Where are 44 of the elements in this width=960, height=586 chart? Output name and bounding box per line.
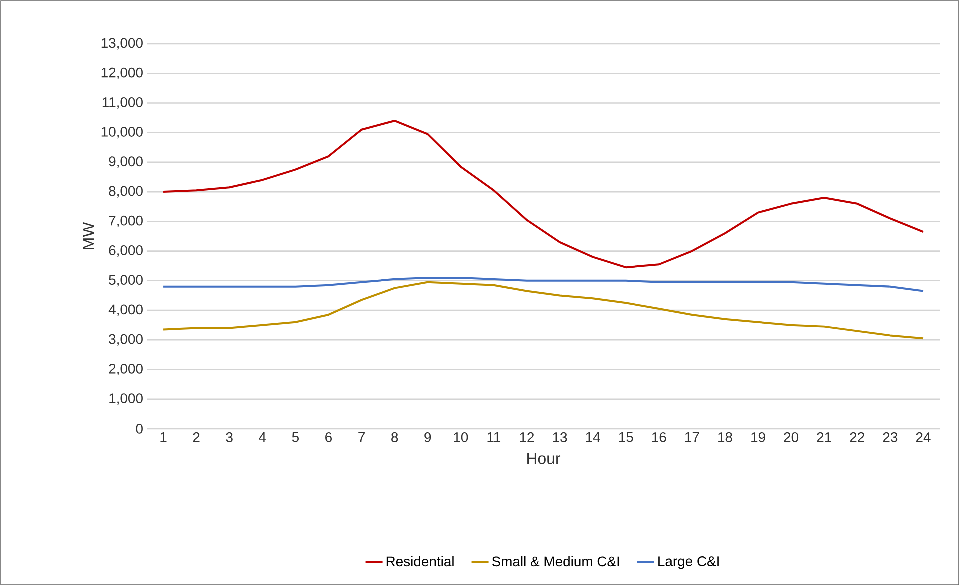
y-tick-label: 4,000 <box>108 304 143 316</box>
y-tick-label: 5,000 <box>109 275 143 287</box>
y-axis-title: MW <box>83 222 94 250</box>
y-tick-label: 3,000 <box>109 334 143 346</box>
x-tick-label: 15 <box>619 432 634 442</box>
legend-label: Large C&I <box>658 556 719 570</box>
x-tick-label: 21 <box>817 432 832 442</box>
x-tick-label: 23 <box>883 432 898 442</box>
x-tick-label: 14 <box>586 432 600 442</box>
y-tick-label: 6,000 <box>109 246 143 258</box>
y-tick-label: 9,000 <box>109 156 143 168</box>
y-tick-label: 11,000 <box>102 97 143 109</box>
y-tick-label: 12,000 <box>102 68 143 80</box>
x-tick-label: 7 <box>358 432 365 442</box>
y-tick-label: 7,000 <box>109 216 143 228</box>
x-tick-label: 16 <box>652 432 666 442</box>
legend-label: Residential <box>386 556 454 567</box>
y-tick-label: 13,000 <box>102 38 143 50</box>
x-tick-label: 19 <box>752 432 766 442</box>
x-tick-label: 6 <box>326 432 332 442</box>
y-tick-label: 2,000 <box>109 364 143 376</box>
x-tick-label: 9 <box>424 432 432 442</box>
x-tick-label: 20 <box>784 432 799 442</box>
x-tick-label: 12 <box>520 432 534 442</box>
x-tick-label: 8 <box>392 432 398 442</box>
x-tick-label: 4 <box>259 432 266 442</box>
line-series <box>162 120 924 269</box>
x-tick-label: 1 <box>160 432 167 442</box>
x-tick-label: 5 <box>292 432 299 442</box>
legend-label: Small & Medium C&I <box>492 556 620 567</box>
x-tick-label: 24 <box>916 432 931 442</box>
y-tick-label: 10,000 <box>102 127 143 139</box>
x-tick-label: 2 <box>193 432 200 442</box>
y-tick-label: 8,000 <box>109 186 143 198</box>
x-tick-label: 13 <box>553 432 568 442</box>
x-tick-label: 3 <box>226 432 233 442</box>
x-tick-label: 18 <box>718 432 732 442</box>
x-tick-label: 17 <box>686 432 700 442</box>
x-axis-title: Hour <box>528 453 561 464</box>
x-tick-label: 11 <box>488 432 501 442</box>
x-tick-label: 22 <box>850 432 864 442</box>
y-tick-label: 0 <box>136 424 143 434</box>
y-tick-label: 1,000 <box>110 394 143 406</box>
x-tick-label: 10 <box>454 432 468 442</box>
